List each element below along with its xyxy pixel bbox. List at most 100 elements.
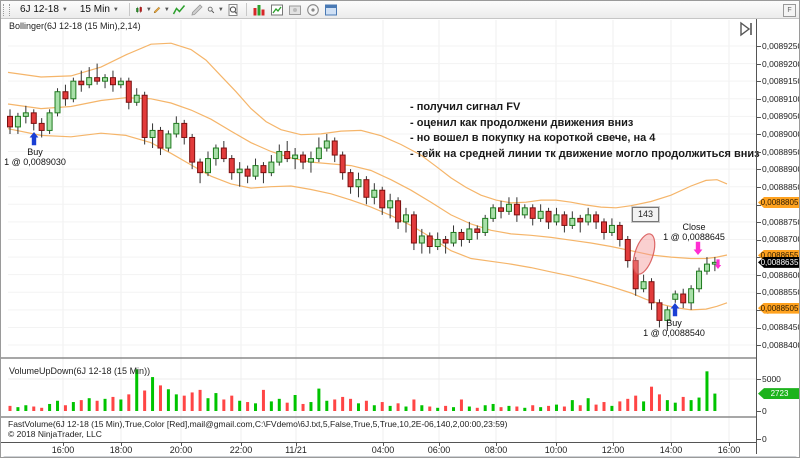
candle	[624, 238, 631, 262]
chart-style-button[interactable]: ▼	[135, 2, 152, 17]
time-label: 18:00	[109, 445, 133, 455]
snapshot-button[interactable]	[287, 2, 304, 17]
volume-bar	[103, 398, 107, 411]
price-axis[interactable]	[756, 19, 757, 454]
time-axis[interactable]	[1, 442, 757, 443]
order-price-marker[interactable]: 0,0088505	[758, 302, 799, 314]
volume-bar	[87, 398, 91, 411]
main-price-panel	[7, 42, 728, 331]
time-label: 11/21	[285, 445, 307, 455]
volume-bar	[333, 399, 337, 411]
volume-bar	[554, 404, 558, 411]
candle	[577, 217, 584, 223]
current-volume-marker: 2723	[758, 388, 799, 400]
order-price-marker[interactable]: 0,0088655	[758, 249, 799, 261]
candle	[553, 214, 560, 223]
volume-bar	[214, 393, 218, 411]
candle	[474, 228, 481, 233]
candle	[38, 122, 45, 131]
candle	[490, 207, 497, 219]
panel-button[interactable]	[323, 2, 340, 17]
close-arrow-icon	[693, 241, 703, 255]
candle	[252, 165, 259, 177]
time-label: 08:00	[484, 445, 508, 455]
time-tick	[383, 442, 384, 446]
chart-window-button[interactable]	[269, 2, 286, 17]
candle	[284, 151, 291, 160]
volume-bar	[356, 403, 360, 411]
volume-bar	[626, 398, 630, 411]
candle	[117, 80, 124, 86]
draw-disabled-button[interactable]	[189, 2, 206, 17]
highlight-ellipse	[632, 233, 656, 275]
zoom-doc-button[interactable]	[225, 2, 242, 17]
candle	[688, 288, 695, 304]
volume-bar	[254, 403, 258, 411]
volume-bar	[396, 403, 400, 411]
bollinger-indicator-label: Bollinger(6J 12-18 (15 Min),2,14)	[9, 21, 141, 31]
zoom-doc-icon	[228, 3, 238, 16]
volume-bar	[507, 405, 511, 411]
candle	[601, 221, 607, 233]
volume-bar	[111, 396, 115, 411]
zoom-icon	[207, 6, 215, 13]
chart-canvas[interactable]: Bollinger(6J 12-18 (15 Min),2,14) Volume…	[1, 19, 799, 457]
time-tick	[181, 442, 182, 446]
time-tick	[613, 442, 614, 446]
volume-bar	[420, 405, 424, 411]
volume-bar	[404, 406, 408, 411]
volume-bar	[531, 405, 535, 411]
close-execution-label: Close 1 @ 0,0088645	[663, 222, 725, 242]
volume-bar	[570, 400, 574, 411]
volume-bar	[689, 400, 693, 411]
volume-bar	[713, 393, 717, 411]
candle	[307, 158, 314, 163]
time-tick	[729, 442, 730, 446]
info-button[interactable]	[305, 2, 322, 17]
fastvolume-axis-tick: 0	[757, 434, 767, 444]
candle	[30, 112, 37, 124]
time-label: 14:00	[659, 445, 683, 455]
market-analyzer-button[interactable]	[251, 2, 268, 17]
indicators-button[interactable]	[171, 2, 188, 17]
candle	[418, 235, 425, 244]
candle	[300, 154, 307, 163]
go-to-end-button[interactable]	[737, 21, 756, 37]
candle	[78, 80, 85, 86]
chevron-down-icon: ▼	[112, 6, 119, 13]
volume-bar	[48, 403, 52, 411]
instrument-selector[interactable]: 6J 12-18 ▼	[15, 2, 73, 18]
time-label: 20:00	[169, 445, 193, 455]
time-label: 06:00	[427, 445, 451, 455]
draw-button[interactable]: ▼	[153, 2, 170, 17]
order-price-marker[interactable]: 0,0088805	[758, 197, 799, 209]
time-label: 12:00	[601, 445, 625, 455]
volume-bar	[650, 386, 654, 411]
candle	[236, 168, 243, 174]
draw-icon	[153, 6, 161, 13]
candle	[7, 115, 13, 128]
interval-selector[interactable]: 15 Min ▼	[75, 2, 124, 18]
time-label: 16:00	[717, 445, 741, 455]
time-label: 04:00	[371, 445, 395, 455]
candle	[355, 179, 362, 188]
candle	[395, 200, 402, 223]
interval-label: 15 Min	[79, 4, 110, 15]
volume-bar	[436, 407, 440, 411]
candle	[498, 207, 505, 212]
zoom-button[interactable]: ▼	[207, 2, 224, 17]
chevron-down-icon: ▼	[145, 6, 152, 13]
candle	[521, 207, 528, 216]
candle	[14, 115, 21, 128]
volume-bar	[238, 400, 242, 411]
corner-f-button[interactable]: F	[783, 4, 796, 17]
candle	[292, 154, 299, 160]
volume-bar	[547, 405, 551, 411]
volume-bar	[24, 405, 28, 411]
copyright-label: © 2018 NinjaTrader, LLC	[8, 429, 102, 439]
chevron-down-icon: ▼	[61, 6, 68, 13]
toolbar-grip[interactable]	[3, 3, 10, 16]
candle	[109, 77, 116, 86]
candle	[466, 228, 473, 240]
time-label: 16:00	[51, 445, 75, 455]
